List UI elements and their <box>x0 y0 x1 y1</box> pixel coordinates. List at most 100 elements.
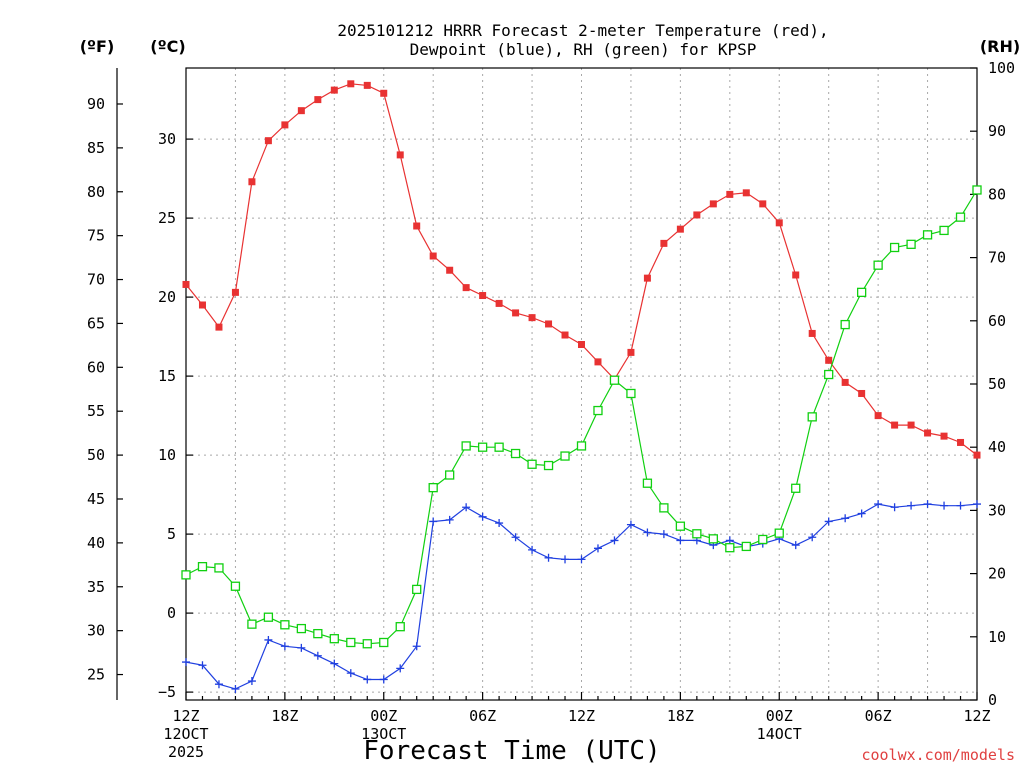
dewpoint-point <box>297 643 306 652</box>
temperature-point <box>314 96 322 104</box>
fahrenheit-tick-label: 55 <box>87 402 105 420</box>
x-tick-label: 12OCT <box>163 725 208 743</box>
rh-point <box>296 623 307 634</box>
dewpoint-point <box>511 533 520 542</box>
fahrenheit-tick-label: 25 <box>87 666 105 684</box>
temperature-point <box>231 288 239 296</box>
temperature-point <box>825 356 833 364</box>
temperature-point <box>479 292 487 300</box>
temperature-point <box>512 309 520 317</box>
dewpoint-point <box>429 517 438 526</box>
temperature-point <box>182 280 190 288</box>
rh-point <box>263 612 274 622</box>
temperature-point <box>808 329 816 337</box>
temperature-point <box>693 211 701 219</box>
dewpoint-point <box>379 675 388 684</box>
rh-point <box>955 212 966 222</box>
temperature-point <box>363 81 371 89</box>
rh-tick-label: 30 <box>988 501 1006 519</box>
celsius-axis-header: (ºC) <box>150 37 185 56</box>
celsius-tick-label: 0 <box>167 604 176 622</box>
celsius-tick-label: 30 <box>158 130 176 148</box>
temperature-point <box>462 284 470 292</box>
rh-point <box>675 521 686 531</box>
chart-title-line1: 2025101212 HRRR Forecast 2-meter Tempera… <box>337 21 828 40</box>
temperature-point <box>742 189 750 197</box>
dewpoint-point <box>593 544 602 553</box>
rh-point <box>510 448 521 459</box>
x-tick-label: 18Z <box>271 707 298 725</box>
dewpoint-point <box>577 555 586 564</box>
rh-point <box>477 442 488 452</box>
temperature-point <box>248 178 256 186</box>
rh-point <box>461 441 471 451</box>
rh-point <box>412 584 422 595</box>
dewpoint-point <box>808 533 817 542</box>
plot-frame <box>185 67 978 701</box>
dewpoint-point <box>231 684 240 693</box>
temperature-point <box>545 320 553 328</box>
axes <box>116 67 978 701</box>
dewpoint-point <box>478 512 487 521</box>
celsius-tick-label: 10 <box>158 446 176 464</box>
dewpoint-point <box>973 500 981 509</box>
rh-point <box>840 319 850 330</box>
grid-lines <box>186 68 977 700</box>
fahrenheit-tick-label: 30 <box>87 622 105 640</box>
temperature-point <box>495 299 503 307</box>
x-tick-label: 00Z <box>766 707 793 725</box>
x-tick-label: 14OCT <box>757 725 802 743</box>
dewpoint-point <box>857 509 866 518</box>
celsius-tick-label: 15 <box>158 367 176 385</box>
rh-point <box>807 412 817 422</box>
dewpoint-point <box>824 517 833 526</box>
fahrenheit-tick-label: 45 <box>87 490 105 508</box>
rh-tick-label: 0 <box>988 691 997 709</box>
x-tick-label: 06Z <box>865 707 892 725</box>
rh-tick-label: 100 <box>988 59 1015 77</box>
dewpoint-point <box>626 520 635 529</box>
chart-title-line2: Dewpoint (blue), RH (green) for KPSP <box>410 40 757 59</box>
temperature-point <box>858 389 866 397</box>
rh-point <box>214 563 224 573</box>
rh-point <box>280 620 290 630</box>
temperature-point <box>907 421 915 429</box>
x-tick-label: 00Z <box>370 707 397 725</box>
rh-point <box>428 482 438 493</box>
temperature-point <box>726 190 734 198</box>
rh-tick-label: 90 <box>988 122 1006 140</box>
rh-axis-header: (RH) <box>980 37 1020 56</box>
fahrenheit-tick-label: 40 <box>87 534 105 552</box>
series-temperature <box>182 80 981 459</box>
temperature-point <box>841 378 849 386</box>
rh-tick-label: 50 <box>988 375 1006 393</box>
temperature-point <box>594 358 602 366</box>
data-series <box>181 80 982 693</box>
temperature-point <box>775 219 783 227</box>
dewpoint-point <box>676 536 685 545</box>
temperature-point <box>957 438 965 446</box>
rh-point <box>329 634 339 644</box>
temperature-point <box>528 314 536 322</box>
dewpoint-point <box>659 530 668 539</box>
dewpoint-point <box>313 651 322 660</box>
dewpoint-point <box>396 664 405 673</box>
rh-point <box>626 388 636 399</box>
temperature-point <box>709 200 717 208</box>
rh-point <box>543 460 554 471</box>
dewpoint-point <box>544 553 553 562</box>
temperature-point <box>578 341 585 348</box>
dewpoint-point <box>182 658 190 667</box>
rh-tick-label: 70 <box>988 249 1006 267</box>
fahrenheit-tick-label: 85 <box>87 139 105 157</box>
temperature-point <box>627 348 635 356</box>
celsius-tick-label: 20 <box>158 288 176 306</box>
rh-point <box>197 561 208 572</box>
rh-point <box>791 483 801 493</box>
dewpoint-point <box>940 501 949 510</box>
rh-point <box>379 637 389 648</box>
rh-tick-label: 20 <box>988 565 1006 583</box>
rh-point <box>972 185 982 195</box>
rh-point <box>725 543 735 553</box>
credit-link[interactable]: coolwx.com/models <box>861 746 1015 764</box>
